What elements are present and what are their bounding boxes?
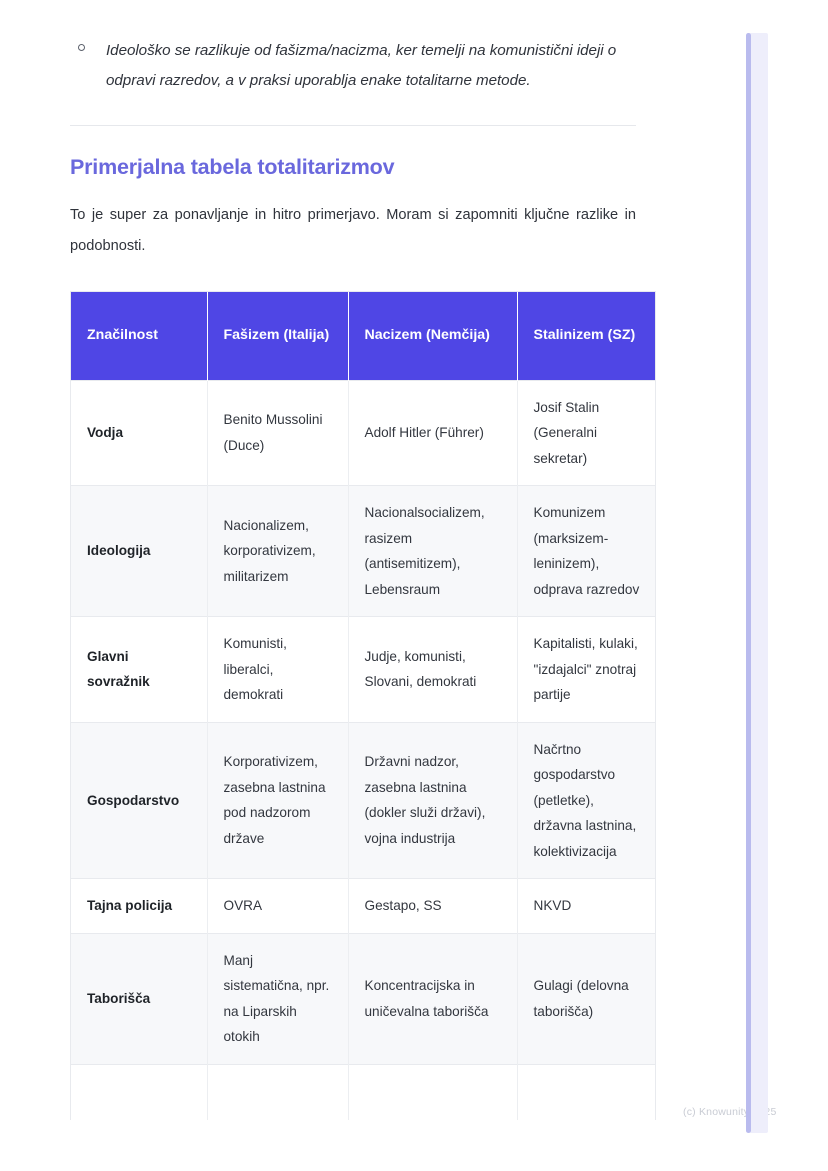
cell-partial-3	[517, 1063, 655, 1120]
cell-ideologija-fasizem: Nacionalizem, korporativizem, militarize…	[207, 485, 349, 617]
header-line: (Nemčija)	[426, 327, 490, 344]
row-label-glavni-sovraznik: Glavni sovražnik	[71, 616, 208, 722]
intro-paragraph: To je super za ponavljanje in hitro prim…	[70, 207, 636, 254]
header-line: Stalinizem	[533, 327, 604, 344]
comparison-table-container: Značilnost Fašizem (Italija) Nacizem	[70, 291, 656, 1120]
vertical-scrollbar-thumb[interactable]	[746, 33, 751, 1133]
table-row-partial	[71, 1063, 655, 1120]
column-header-nacizem-lines: Nacizem (Nemčija)	[365, 323, 501, 348]
page-title: Primerjalna tabela totalitarizmov	[70, 155, 395, 179]
cell-ideologija-nacizem: Nacionalsocializem, rasizem (antisemitiz…	[348, 485, 518, 617]
row-label-tajna-policija: Tajna policija	[71, 878, 208, 933]
table-header-row: Značilnost Fašizem (Italija) Nacizem	[71, 292, 655, 380]
horizontal-divider	[70, 125, 636, 126]
table-row: Tajna policija OVRA Gestapo, SS NKVD	[71, 878, 655, 933]
cell-glavni-sovraznik-stalinizem: Kapitalisti, kulaki, "izdajalci" znotraj…	[517, 616, 655, 722]
cell-taborisca-stalinizem: Gulagi (delovna taborišča)	[517, 932, 655, 1064]
row-label-gospodarstvo: Gospodarstvo	[71, 721, 208, 879]
row-label-ideologija: Ideologija	[71, 485, 208, 617]
table-row: Ideologija Nacionalizem, korporativizem,…	[71, 485, 655, 617]
column-header-stalinizem-lines: Stalinizem (SZ)	[534, 323, 642, 348]
bullet-item-text: Ideološko se razlikuje od fašizma/nacizm…	[106, 42, 617, 89]
cell-tajna-policija-nacizem: Gestapo, SS	[348, 878, 518, 933]
vertical-scrollbar-track[interactable]	[746, 33, 768, 1133]
column-header-znacilnost: Značilnost	[71, 292, 208, 380]
cell-vodja-stalinizem: Josif Stalin (Generalni sekretar)	[517, 379, 655, 486]
cell-gospodarstvo-fasizem: Korporativizem, zasebna lastnina pod nad…	[207, 721, 349, 879]
cell-glavni-sovraznik-fasizem: Komunisti, liberalci, demokrati	[207, 616, 349, 722]
table-body: Vodja Benito Mussolini (Duce) Adolf Hitl…	[71, 379, 655, 1120]
cell-vodja-fasizem: Benito Mussolini (Duce)	[207, 379, 349, 486]
table-row: Glavni sovražnik Komunisti, liberalci, d…	[71, 616, 655, 722]
cell-partial-2	[348, 1063, 518, 1120]
column-header-fasizem-lines: Fašizem (Italija)	[224, 323, 332, 348]
comparison-table: Značilnost Fašizem (Italija) Nacizem	[71, 292, 655, 1120]
cell-taborisca-nacizem: Koncentracijska in uničevalna taborišča	[348, 932, 518, 1064]
cell-partial-1	[207, 1063, 349, 1120]
table-row: Gospodarstvo Korporativizem, zasebna las…	[71, 721, 655, 879]
header-line: Značilnost	[87, 327, 158, 344]
column-header-znacilnost-lines: Značilnost	[87, 323, 191, 348]
table-row: Vodja Benito Mussolini (Duce) Adolf Hitl…	[71, 379, 655, 486]
table-row: Taborišča Manj sistematična, npr. na Lip…	[71, 932, 655, 1064]
header-line: (SZ)	[607, 327, 636, 344]
cell-partial-0	[71, 1063, 208, 1120]
cell-gospodarstvo-nacizem: Državni nadzor, zasebna lastnina (dokler…	[348, 721, 518, 879]
document-content: Ideološko se razlikuje od fašizma/nacizm…	[70, 0, 656, 1120]
cell-tajna-policija-fasizem: OVRA	[207, 878, 349, 933]
cell-ideologija-stalinizem: Komunizem (marksizem-leninizem), odprava…	[517, 485, 655, 617]
row-label-vodja: Vodja	[71, 379, 208, 486]
column-header-fasizem: Fašizem (Italija)	[207, 292, 349, 380]
table-header: Značilnost Fašizem (Italija) Nacizem	[71, 292, 655, 380]
header-line: Fašizem	[223, 327, 280, 344]
header-line: Nacizem	[364, 327, 423, 344]
cell-glavni-sovraznik-nacizem: Judje, komunisti, Slovani, demokrati	[348, 616, 518, 722]
row-label-taborisca: Taborišča	[71, 932, 208, 1064]
cell-gospodarstvo-stalinizem: Načrtno gospodarstvo (petletke), državna…	[517, 721, 655, 879]
cell-tajna-policija-stalinizem: NKVD	[517, 878, 655, 933]
bullet-list-item: Ideološko se razlikuje od fašizma/nacizm…	[70, 36, 656, 96]
cell-vodja-nacizem: Adolf Hitler (Führer)	[348, 379, 518, 486]
cell-taborisca-fasizem: Manj sistematična, npr. na Liparskih oto…	[207, 932, 349, 1064]
column-header-stalinizem: Stalinizem (SZ)	[517, 292, 655, 380]
circle-bullet-icon	[78, 44, 85, 51]
header-line: (Italija)	[283, 327, 330, 344]
column-header-nacizem: Nacizem (Nemčija)	[348, 292, 518, 380]
